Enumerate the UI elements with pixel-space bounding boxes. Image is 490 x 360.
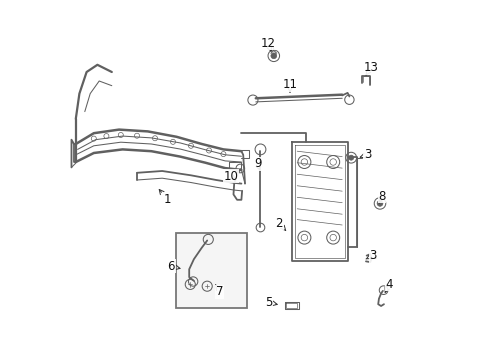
Text: 5: 5 xyxy=(265,296,277,309)
Text: 13: 13 xyxy=(364,61,378,75)
Bar xyxy=(176,233,247,308)
Text: 3: 3 xyxy=(366,249,376,262)
Text: 3: 3 xyxy=(360,148,371,161)
Text: 6: 6 xyxy=(168,260,180,273)
Text: 2: 2 xyxy=(275,217,286,230)
Text: 4: 4 xyxy=(385,278,393,292)
Circle shape xyxy=(377,201,383,206)
Text: 1: 1 xyxy=(159,189,171,206)
Text: 9: 9 xyxy=(254,157,261,171)
Text: 12: 12 xyxy=(260,37,275,51)
Text: 10: 10 xyxy=(224,170,239,183)
Text: 11: 11 xyxy=(283,78,297,92)
Circle shape xyxy=(349,155,354,160)
Text: 8: 8 xyxy=(378,190,386,203)
Circle shape xyxy=(271,53,277,59)
Text: 7: 7 xyxy=(216,284,223,298)
